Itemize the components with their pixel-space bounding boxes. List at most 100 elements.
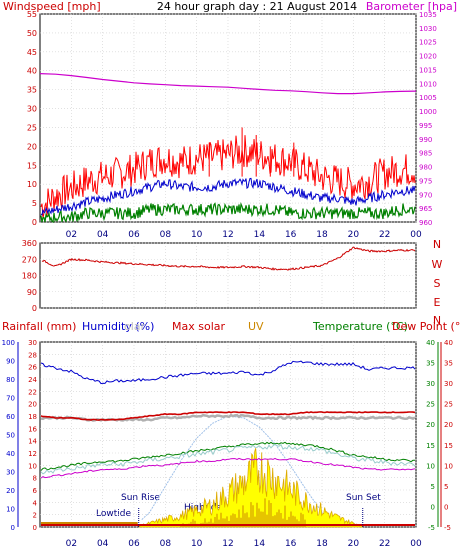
humidity-ytick-0: 0 [11, 524, 15, 532]
baro-ytick-1005: 1005 [419, 94, 437, 102]
wind-gust-line [40, 135, 416, 219]
dewpoint-ytick--5: -5 [444, 524, 451, 532]
dew-point-line [40, 457, 416, 479]
climate-xtick-18: 18 [316, 539, 328, 549]
compass-2-S: S [434, 277, 441, 290]
humidity-ytick-10: 10 [6, 506, 15, 514]
climate-xtick-22: 22 [379, 539, 390, 549]
wind-ytick-5: 5 [32, 199, 37, 208]
theoretical-solar-curve [141, 415, 360, 528]
dewpoint-ytick-30: 30 [444, 380, 453, 388]
baro-ytick-1035: 1035 [419, 11, 437, 19]
humidity-ytick-70: 70 [6, 395, 15, 403]
wind-ytick-30: 30 [27, 105, 37, 114]
wind-xtick-14: 14 [254, 230, 266, 240]
rain-ytick-22: 22 [28, 388, 37, 396]
wind-direction-line [41, 246, 416, 271]
temperature-line [40, 441, 415, 471]
compass-1-W: W [432, 258, 443, 271]
baro-ytick-980: 980 [419, 164, 432, 172]
climate-xtick-12: 12 [222, 539, 233, 549]
wind-xtick-22: 22 [379, 230, 390, 240]
humidity-ytick-30: 30 [6, 469, 15, 477]
uv-baseline-left [41, 522, 138, 524]
direction-ytick-0: 0 [32, 304, 37, 313]
climate-xtick-14: 14 [254, 539, 266, 549]
wind-ytick-55: 55 [27, 10, 37, 19]
wind-ytick-20: 20 [27, 142, 37, 151]
baro-ytick-975: 975 [419, 177, 432, 185]
baro-ytick-1030: 1030 [419, 25, 437, 33]
dewpoint-ytick-25: 25 [444, 401, 453, 409]
humidity-ytick-20: 20 [6, 487, 15, 495]
rain-ytick-14: 14 [28, 438, 37, 446]
rain-ytick-20: 20 [28, 401, 37, 409]
rain-ytick-10: 10 [28, 462, 37, 470]
uv-label: UV [248, 320, 264, 333]
humidity-ytick-40: 40 [6, 450, 15, 458]
direction-ytick-360: 360 [22, 239, 37, 248]
wind-ytick-50: 50 [27, 29, 37, 38]
temp-ytick-30: 30 [426, 380, 435, 388]
humidity-ytick-100: 100 [2, 339, 15, 347]
dewpoint-ytick-5: 5 [444, 483, 448, 491]
rain-ytick-0: 0 [33, 524, 37, 532]
dewpoint-ytick-0: 0 [444, 503, 448, 511]
rain-ytick-12: 12 [28, 450, 37, 458]
rain-ytick-26: 26 [28, 364, 37, 372]
windspeed-axis-label: Windspeed [mph] [3, 0, 101, 13]
wind-ytick-45: 45 [27, 48, 37, 57]
rain-ytick-18: 18 [28, 413, 37, 421]
wind-ytick-0: 0 [32, 218, 37, 227]
compass-0-N: N [433, 238, 441, 251]
temperature-feel-line [40, 443, 416, 475]
rain-baseline [41, 524, 415, 526]
wind-ytick-40: 40 [27, 67, 37, 76]
wind-xtick-06: 06 [128, 230, 140, 240]
chart-marks-layer: 0510152025303540455055960965970975980985… [2, 10, 453, 549]
wind-xtick-20: 20 [348, 230, 360, 240]
temp-ytick-15: 15 [426, 442, 435, 450]
humidity-ytick-50: 50 [6, 432, 15, 440]
temp-ytick-0: 0 [431, 503, 435, 511]
temp-ytick-5: 5 [431, 483, 435, 491]
rain-ytick-30: 30 [28, 339, 37, 347]
sunrise-label: Sun Rise [121, 493, 160, 503]
compass-4-N: N [433, 314, 441, 327]
climate-xtick-00: 00 [410, 539, 422, 549]
rain-ytick-8: 8 [33, 475, 37, 483]
climate-xtick-02: 02 [66, 539, 77, 549]
baro-ytick-990: 990 [419, 136, 432, 144]
wind-xtick-00: 00 [410, 230, 422, 240]
climate-xtick-08: 08 [160, 539, 172, 549]
wind-xtick-12: 12 [222, 230, 233, 240]
wind-ytick-25: 25 [27, 123, 37, 132]
climate-xtick-16: 16 [285, 539, 297, 549]
baro-ytick-985: 985 [419, 150, 432, 158]
wind-low-line [40, 202, 416, 224]
temperature-label: Temperature (°C) [312, 320, 408, 333]
humidity-line [40, 360, 416, 385]
solar-radiation-area [138, 448, 364, 528]
rain-ytick-4: 4 [33, 499, 38, 507]
direction-ytick-180: 180 [22, 272, 37, 281]
wind-xtick-02: 02 [66, 230, 77, 240]
temp-ytick-10: 10 [426, 462, 435, 470]
temp-ytick--5: -5 [428, 524, 435, 532]
rain-ytick-28: 28 [28, 351, 37, 359]
baro-ytick-1015: 1015 [419, 66, 437, 74]
rain-ytick-2: 2 [33, 512, 37, 520]
solar-ghost-label: olar [124, 320, 146, 333]
climate-xtick-04: 04 [97, 539, 109, 549]
baro-ytick-1010: 1010 [419, 80, 437, 88]
direction-ytick-270: 270 [22, 255, 37, 264]
dew-point-label: Dew Point (°C) [392, 320, 460, 333]
temp-ytick-20: 20 [426, 421, 435, 429]
wind-xtick-18: 18 [316, 230, 328, 240]
rain-ytick-24: 24 [28, 376, 37, 384]
max-solar-label: Max solar [172, 320, 225, 333]
climate-xtick-20: 20 [348, 539, 360, 549]
